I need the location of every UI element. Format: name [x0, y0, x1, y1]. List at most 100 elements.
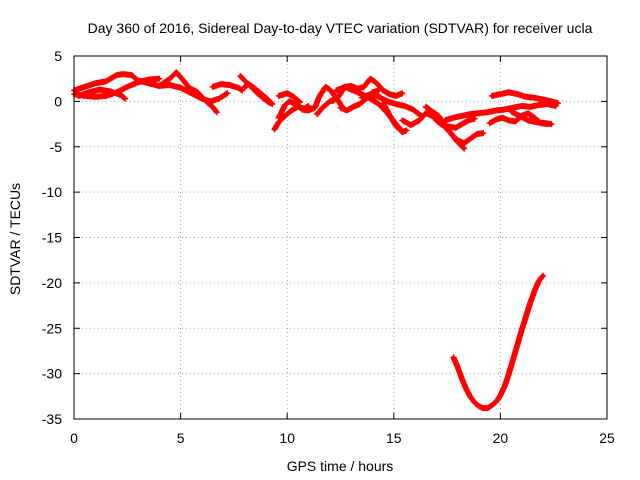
- data-point: [468, 112, 473, 116]
- data-point: [210, 105, 215, 109]
- data-point: [306, 104, 311, 108]
- x-axis-label: GPS time / hours: [287, 458, 394, 474]
- series-track-3: [75, 86, 129, 102]
- y-tick-label: -25: [42, 320, 62, 336]
- data-point: [490, 403, 494, 407]
- data-point: [104, 79, 108, 84]
- data-point: [409, 123, 413, 127]
- data-point: [537, 279, 541, 283]
- data-point: [477, 111, 481, 115]
- x-tick-label: 15: [386, 430, 402, 446]
- data-point: [541, 274, 545, 278]
- data-point: [449, 132, 453, 136]
- data-point: [242, 85, 247, 89]
- data-point: [168, 83, 172, 87]
- x-tick-label: 20: [493, 430, 509, 446]
- y-tick-label: -5: [50, 139, 63, 155]
- data-point: [179, 86, 183, 90]
- data-point: [511, 106, 515, 110]
- data-point: [208, 99, 213, 103]
- data-point: [97, 87, 102, 92]
- data-point: [104, 94, 108, 98]
- data-point: [468, 136, 473, 141]
- data-point: [219, 82, 223, 86]
- data-point: [526, 111, 530, 115]
- data-point: [441, 123, 445, 127]
- data-point: [334, 88, 338, 93]
- y-tick-label: -35: [42, 411, 62, 427]
- data-point: [87, 90, 91, 94]
- data-point: [289, 108, 294, 113]
- x-tick-label: 0: [70, 430, 78, 446]
- data-point: [336, 95, 340, 99]
- data-point: [532, 96, 537, 100]
- data-point: [507, 118, 511, 123]
- data-point: [362, 85, 366, 89]
- data-point: [215, 110, 219, 114]
- data-point: [360, 96, 364, 100]
- data-point: [473, 117, 477, 121]
- data-point: [181, 77, 185, 82]
- data-point: [456, 365, 460, 369]
- data-point: [375, 81, 379, 85]
- data-point: [486, 110, 490, 114]
- axis-ticks: 0 5 10 15 20 25 5 0 -5 -10 -15 -20 -25 -30 -35: [42, 48, 615, 446]
- data-point: [400, 118, 404, 123]
- data-point: [498, 393, 502, 398]
- data-point: [477, 404, 481, 408]
- data-point: [404, 128, 409, 133]
- data-point: [343, 85, 347, 89]
- data-point: [475, 132, 479, 136]
- data-point: [228, 83, 232, 87]
- data-point: [394, 102, 398, 106]
- data-point: [454, 126, 458, 130]
- data-point: [277, 94, 281, 98]
- series-track-22: [488, 89, 561, 107]
- series-track-24: [450, 272, 546, 412]
- data-point: [517, 114, 522, 118]
- data-point: [300, 107, 304, 112]
- data-point: [468, 395, 473, 399]
- data-point: [456, 138, 460, 142]
- data-point: [549, 122, 554, 126]
- y-tick-label: 5: [54, 48, 62, 64]
- data-point: [247, 82, 251, 86]
- data-point: [291, 95, 296, 99]
- data-point: [524, 95, 528, 99]
- data-point: [462, 141, 466, 145]
- data-point: [277, 120, 281, 124]
- data-point: [381, 101, 385, 105]
- data-point: [323, 85, 328, 89]
- data-point: [115, 73, 119, 77]
- data-point: [481, 131, 485, 135]
- data-point: [123, 97, 127, 101]
- data-point: [377, 88, 381, 93]
- data-point: [543, 121, 547, 125]
- data-point: [549, 99, 554, 103]
- series-track-23: [508, 108, 555, 128]
- data-point: [157, 84, 161, 88]
- data-point: [424, 105, 428, 109]
- data-point: [556, 101, 560, 105]
- data-point: [430, 109, 434, 113]
- data-point: [394, 124, 398, 128]
- data-point: [460, 114, 464, 118]
- x-tick-label: 5: [177, 430, 185, 446]
- data-point: [466, 118, 471, 123]
- data-point: [537, 103, 541, 107]
- data-point: [507, 372, 511, 376]
- data-point: [351, 105, 355, 109]
- data-point: [520, 104, 524, 108]
- series-track-5: [209, 81, 246, 94]
- series-track-4: [156, 82, 231, 105]
- data-point: [535, 120, 539, 124]
- data-point: [260, 92, 264, 96]
- data-point: [236, 86, 240, 90]
- data-point: [503, 384, 507, 388]
- series-track-16: [380, 100, 410, 136]
- data-point: [136, 80, 140, 84]
- data-point: [473, 401, 477, 405]
- data-point: [515, 92, 520, 96]
